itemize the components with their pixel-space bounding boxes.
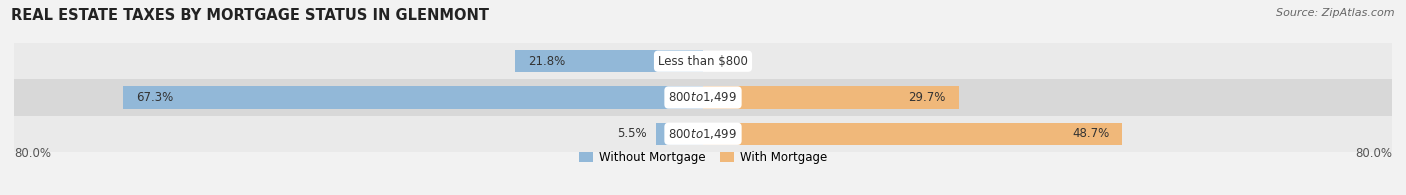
Bar [124, 86, 703, 109]
Bar [703, 86, 959, 109]
Text: 29.7%: 29.7% [908, 91, 946, 104]
Text: $800 to $1,499: $800 to $1,499 [668, 90, 738, 105]
Text: 80.0%: 80.0% [14, 146, 51, 160]
Text: 5.5%: 5.5% [617, 127, 647, 140]
Legend: Without Mortgage, With Mortgage: Without Mortgage, With Mortgage [579, 151, 827, 164]
Text: 0.0%: 0.0% [720, 55, 749, 68]
Bar [14, 116, 1392, 152]
Text: REAL ESTATE TAXES BY MORTGAGE STATUS IN GLENMONT: REAL ESTATE TAXES BY MORTGAGE STATUS IN … [11, 8, 489, 23]
Text: 80.0%: 80.0% [1355, 146, 1392, 160]
Text: $800 to $1,499: $800 to $1,499 [668, 127, 738, 141]
Text: Source: ZipAtlas.com: Source: ZipAtlas.com [1277, 8, 1395, 18]
Text: 67.3%: 67.3% [136, 91, 173, 104]
Bar [655, 122, 703, 145]
Bar [14, 43, 1392, 79]
Text: 21.8%: 21.8% [529, 55, 565, 68]
Text: Less than $800: Less than $800 [658, 55, 748, 68]
Text: 48.7%: 48.7% [1073, 127, 1109, 140]
Bar [703, 122, 1122, 145]
Bar [515, 50, 703, 73]
Bar [14, 79, 1392, 116]
